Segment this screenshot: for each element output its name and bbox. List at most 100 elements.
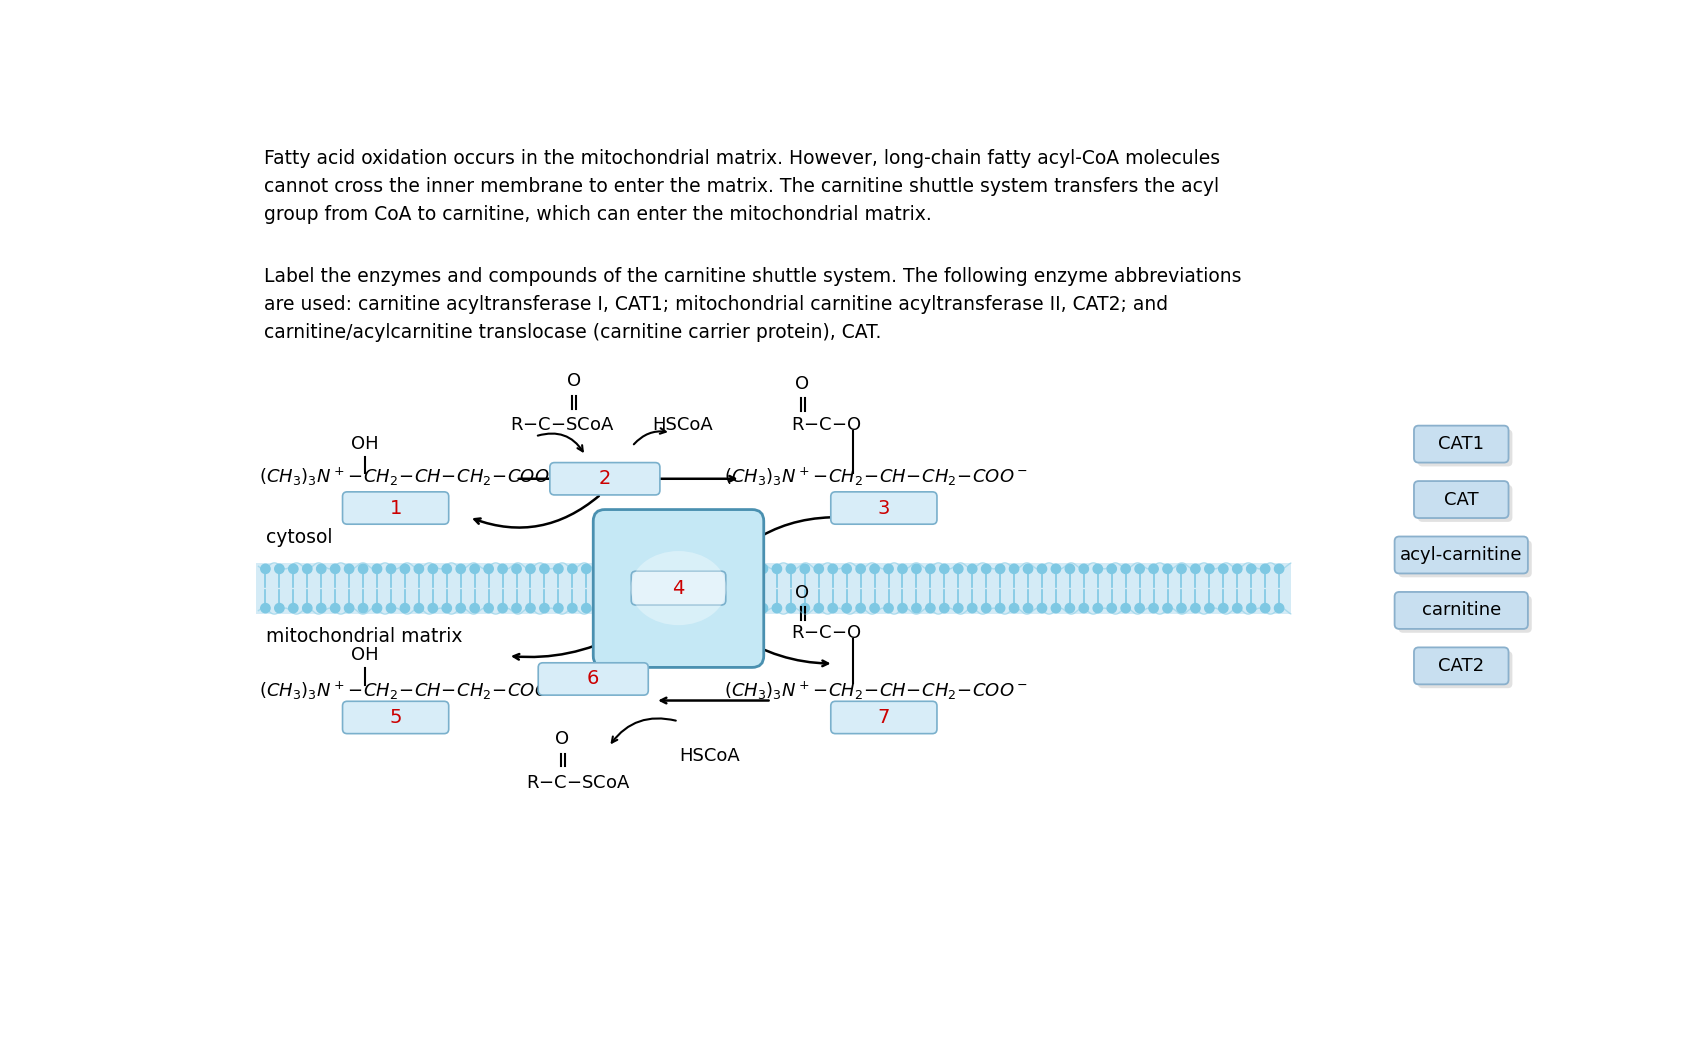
FancyBboxPatch shape: [538, 663, 649, 695]
Circle shape: [898, 565, 906, 573]
Circle shape: [1092, 603, 1101, 612]
Circle shape: [386, 603, 396, 612]
Circle shape: [1273, 565, 1284, 573]
Text: R$-$C$-$SCoA: R$-$C$-$SCoA: [526, 774, 630, 792]
Circle shape: [261, 603, 270, 612]
Circle shape: [1176, 565, 1185, 573]
Circle shape: [1203, 565, 1214, 573]
Circle shape: [345, 565, 353, 573]
Text: O: O: [795, 584, 809, 602]
Circle shape: [912, 603, 920, 612]
FancyBboxPatch shape: [1395, 592, 1528, 629]
Circle shape: [912, 565, 920, 573]
Text: $(CH_3)_3N^+\!-\!CH_2\!-\!CH\!-\!CH_2\!-\!COO^-$: $(CH_3)_3N^+\!-\!CH_2\!-\!CH\!-\!CH_2\!-…: [259, 466, 563, 488]
Circle shape: [345, 603, 353, 612]
Text: CAT1: CAT1: [1437, 435, 1483, 454]
Circle shape: [953, 603, 963, 612]
Circle shape: [1135, 565, 1144, 573]
Circle shape: [469, 603, 480, 612]
FancyBboxPatch shape: [1417, 651, 1511, 688]
Circle shape: [386, 565, 396, 573]
Circle shape: [512, 603, 521, 612]
Circle shape: [302, 565, 312, 573]
Circle shape: [1120, 565, 1130, 573]
Circle shape: [399, 603, 410, 612]
FancyBboxPatch shape: [1398, 596, 1531, 633]
Circle shape: [539, 603, 548, 612]
Circle shape: [1232, 565, 1241, 573]
Circle shape: [1052, 603, 1060, 612]
FancyBboxPatch shape: [830, 702, 937, 734]
Circle shape: [428, 565, 437, 573]
Circle shape: [1022, 603, 1033, 612]
Circle shape: [883, 565, 893, 573]
Circle shape: [1009, 565, 1017, 573]
Circle shape: [1079, 565, 1087, 573]
Circle shape: [553, 565, 563, 573]
FancyBboxPatch shape: [1413, 648, 1507, 684]
Text: O: O: [795, 375, 809, 392]
Text: R$-$C$-$O: R$-$C$-$O: [790, 416, 860, 434]
FancyBboxPatch shape: [1398, 541, 1531, 577]
Text: 2: 2: [599, 469, 611, 488]
Circle shape: [1106, 603, 1116, 612]
Text: $(CH_3)_3N^+\!-\!CH_2\!-\!CH\!-\!CH_2\!-\!COO^-$: $(CH_3)_3N^+\!-\!CH_2\!-\!CH\!-\!CH_2\!-…: [724, 679, 1028, 702]
Circle shape: [288, 603, 297, 612]
Circle shape: [526, 565, 534, 573]
Circle shape: [1022, 565, 1033, 573]
Bar: [751, 564, 1290, 613]
Circle shape: [483, 565, 493, 573]
Circle shape: [925, 603, 934, 612]
Text: carnitine: carnitine: [1420, 601, 1500, 620]
Text: acyl-carnitine: acyl-carnitine: [1400, 546, 1521, 564]
Circle shape: [898, 603, 906, 612]
Text: OH: OH: [350, 435, 379, 453]
Circle shape: [772, 565, 782, 573]
Circle shape: [855, 565, 865, 573]
Circle shape: [1079, 603, 1087, 612]
Circle shape: [415, 565, 423, 573]
Circle shape: [1246, 603, 1255, 612]
Circle shape: [358, 565, 367, 573]
Circle shape: [855, 603, 865, 612]
Circle shape: [316, 565, 326, 573]
Bar: [256, 564, 604, 613]
Text: 1: 1: [389, 498, 401, 518]
Circle shape: [883, 603, 893, 612]
Text: HSCoA: HSCoA: [652, 416, 712, 434]
Circle shape: [982, 603, 990, 612]
Circle shape: [1065, 603, 1074, 612]
Circle shape: [1065, 565, 1074, 573]
Circle shape: [498, 603, 507, 612]
Circle shape: [939, 603, 949, 612]
Circle shape: [995, 603, 1004, 612]
Circle shape: [1260, 603, 1268, 612]
Circle shape: [1036, 603, 1046, 612]
Circle shape: [512, 565, 521, 573]
FancyBboxPatch shape: [1413, 426, 1507, 463]
Circle shape: [372, 603, 381, 612]
Circle shape: [582, 565, 591, 573]
Text: 7: 7: [877, 708, 889, 727]
Text: $(CH_3)_3N^+\!-\!CH_2\!-\!CH\!-\!CH_2\!-\!COO^-$: $(CH_3)_3N^+\!-\!CH_2\!-\!CH\!-\!CH_2\!-…: [724, 466, 1028, 488]
Circle shape: [456, 603, 464, 612]
Text: OH: OH: [350, 646, 379, 663]
Circle shape: [1092, 565, 1101, 573]
Circle shape: [1149, 565, 1157, 573]
Circle shape: [1009, 603, 1017, 612]
Circle shape: [799, 603, 809, 612]
FancyBboxPatch shape: [592, 510, 763, 667]
Circle shape: [842, 603, 850, 612]
Circle shape: [842, 565, 850, 573]
Circle shape: [966, 565, 976, 573]
FancyBboxPatch shape: [343, 702, 449, 734]
FancyBboxPatch shape: [1413, 481, 1507, 518]
Text: O: O: [555, 731, 568, 748]
Text: mitochondrial matrix: mitochondrial matrix: [266, 627, 463, 646]
Circle shape: [372, 565, 381, 573]
Circle shape: [1106, 565, 1116, 573]
Circle shape: [1120, 603, 1130, 612]
Circle shape: [1219, 603, 1227, 612]
Circle shape: [553, 603, 563, 612]
Text: R$-$C$-$SCoA: R$-$C$-$SCoA: [510, 416, 615, 434]
